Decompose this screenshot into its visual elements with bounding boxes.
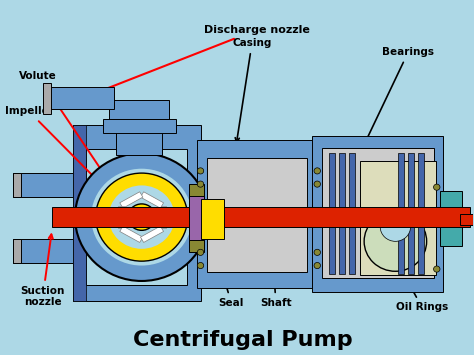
Bar <box>398 153 404 274</box>
Circle shape <box>197 249 204 256</box>
Bar <box>140 226 164 242</box>
Bar <box>120 226 143 242</box>
Bar <box>419 153 424 274</box>
Text: Volute: Volute <box>19 71 102 171</box>
Circle shape <box>314 181 320 187</box>
Circle shape <box>197 262 204 269</box>
Text: Oil Rings: Oil Rings <box>396 263 448 312</box>
Text: Impeller: Impeller <box>5 106 113 196</box>
Bar <box>189 184 204 196</box>
Bar <box>329 153 335 274</box>
Text: Shaft: Shaft <box>260 222 292 308</box>
Bar <box>189 195 204 241</box>
Bar <box>120 192 143 208</box>
Text: Discharge nozzle: Discharge nozzle <box>89 25 310 96</box>
Bar <box>73 125 201 301</box>
Circle shape <box>91 169 192 266</box>
Bar <box>322 148 435 278</box>
Text: Casing: Casing <box>232 38 272 142</box>
Text: Bearings: Bearings <box>362 47 434 149</box>
Bar <box>159 206 165 228</box>
Bar <box>349 153 356 274</box>
Bar <box>13 173 21 197</box>
Bar <box>86 149 187 285</box>
Bar <box>52 207 470 227</box>
Text: Suction
nozzle: Suction nozzle <box>21 234 65 307</box>
Bar <box>117 131 163 155</box>
Bar <box>43 83 51 114</box>
Bar <box>189 240 204 252</box>
Bar <box>312 136 443 292</box>
Circle shape <box>434 184 440 190</box>
Bar <box>102 119 176 133</box>
Bar <box>201 199 224 239</box>
Bar <box>140 192 164 208</box>
Bar <box>339 153 345 274</box>
Circle shape <box>128 204 155 230</box>
Bar <box>408 153 414 274</box>
Circle shape <box>364 211 427 271</box>
Bar <box>13 239 84 263</box>
Bar <box>13 239 21 263</box>
Bar <box>47 87 114 109</box>
Bar <box>197 140 316 288</box>
Circle shape <box>96 173 188 261</box>
Bar <box>439 191 463 246</box>
Text: Seal: Seal <box>210 234 244 308</box>
Bar <box>13 173 84 197</box>
Circle shape <box>314 262 320 269</box>
Circle shape <box>380 212 410 241</box>
Circle shape <box>314 168 320 174</box>
Circle shape <box>314 249 320 256</box>
Circle shape <box>75 153 208 281</box>
Circle shape <box>197 168 204 174</box>
Bar <box>73 125 86 301</box>
Circle shape <box>197 181 204 187</box>
Circle shape <box>434 266 440 272</box>
Bar <box>460 214 473 225</box>
Bar <box>207 158 307 272</box>
Bar <box>109 99 169 119</box>
Circle shape <box>109 185 175 249</box>
Text: Centrifugal Pump: Centrifugal Pump <box>133 331 353 350</box>
Bar <box>360 161 436 275</box>
Bar <box>118 206 124 228</box>
